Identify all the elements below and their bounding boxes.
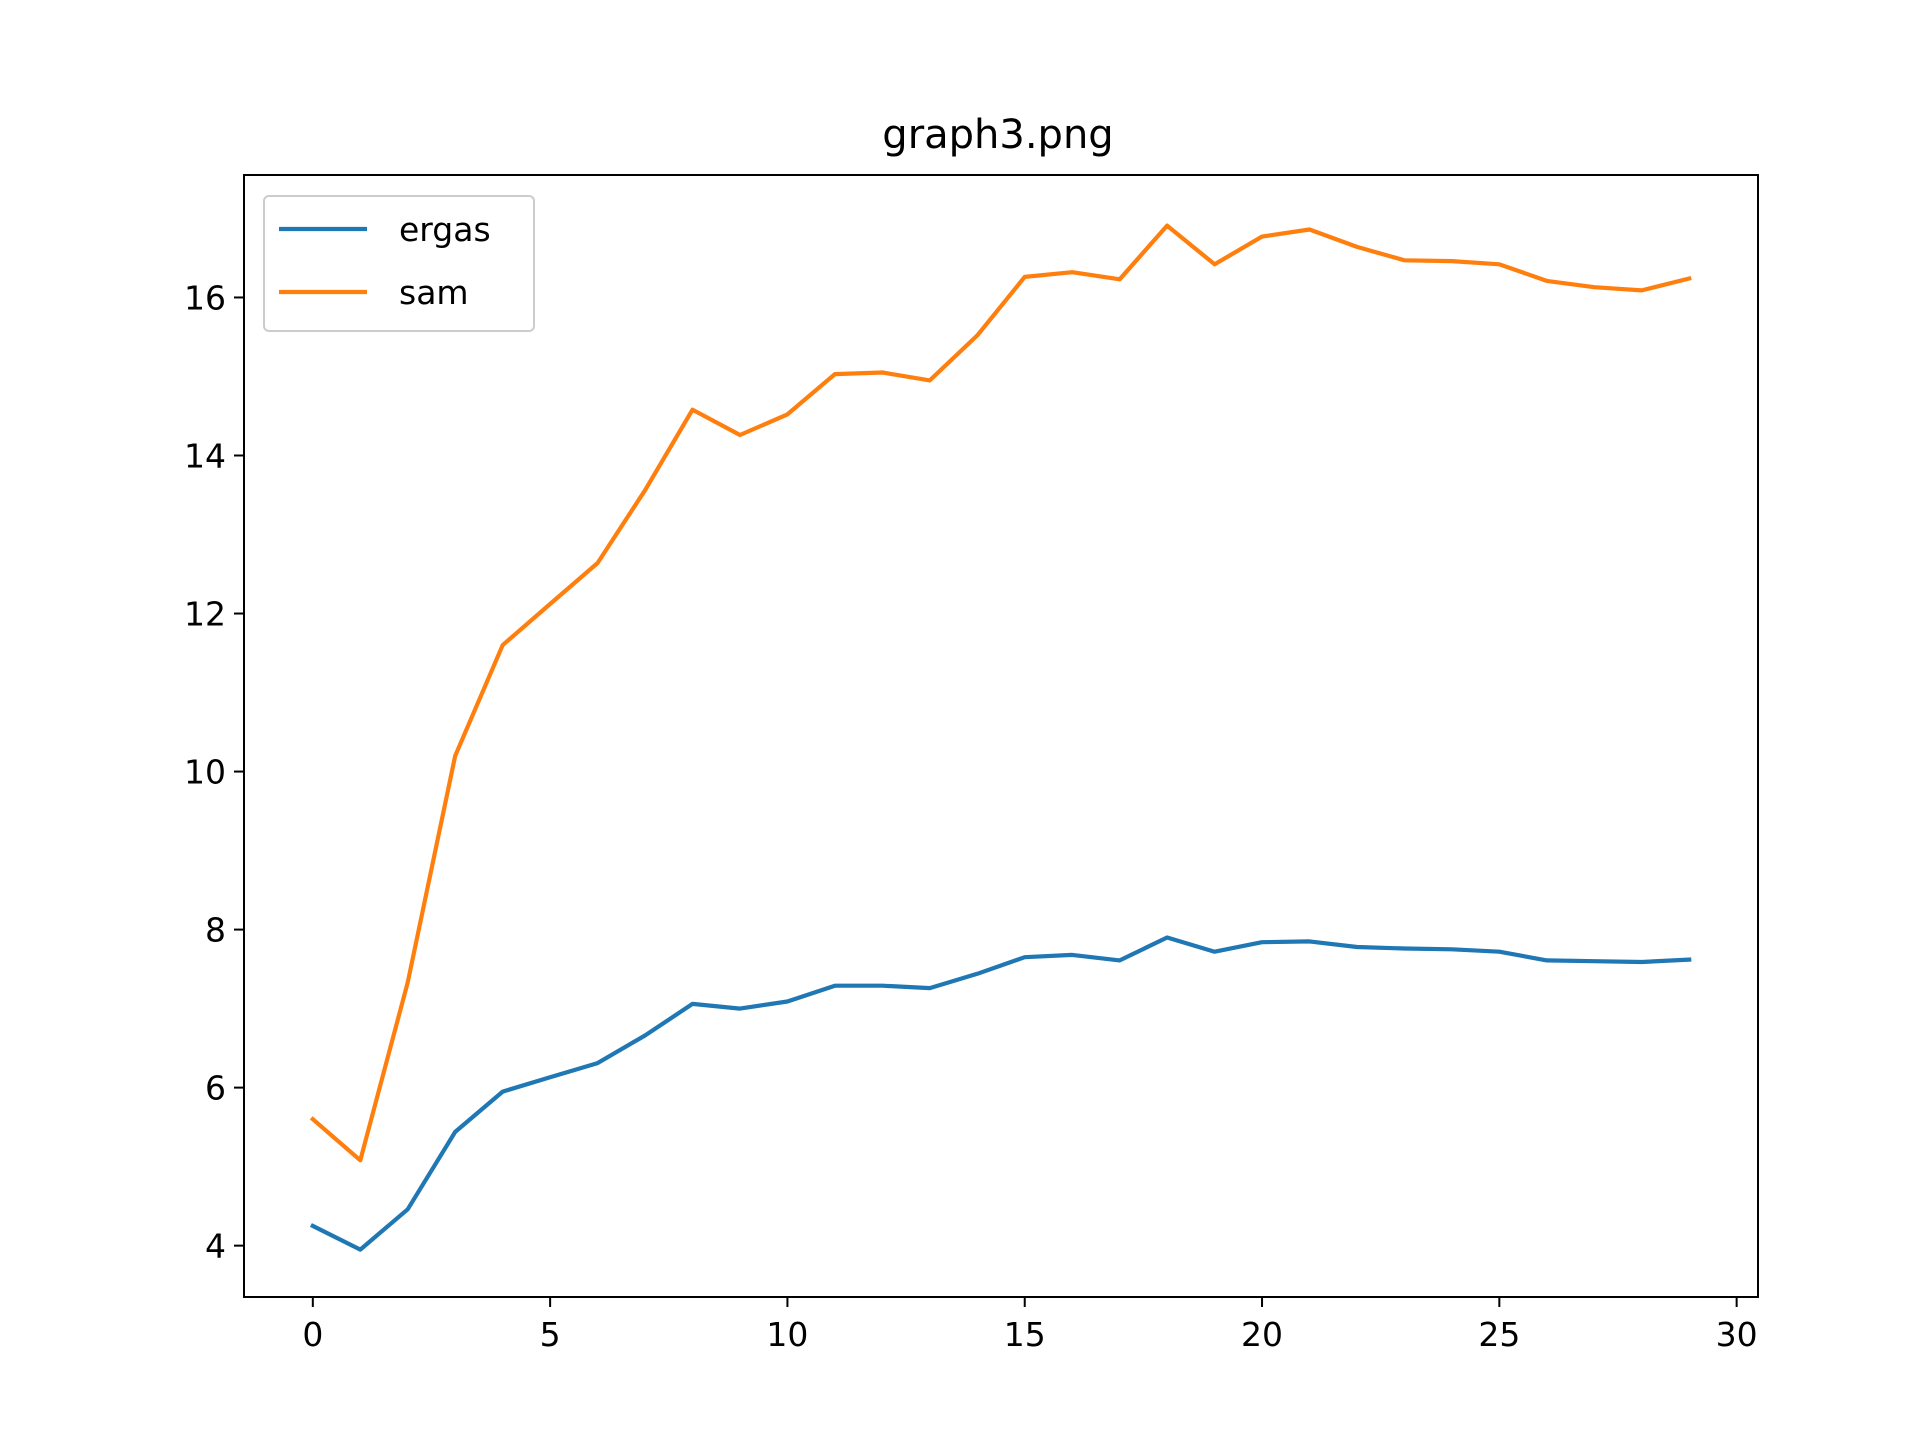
legend-label-sam: sam — [399, 273, 469, 312]
y-tick-label: 12 — [184, 595, 226, 634]
series-line-ergas — [309, 935, 1692, 1252]
x-tick-label: 0 — [302, 1315, 323, 1354]
x-tick-label: 10 — [766, 1315, 808, 1354]
y-tick-label: 10 — [184, 753, 226, 792]
x-tick-label: 20 — [1241, 1315, 1283, 1354]
y-tick-label: 4 — [205, 1227, 226, 1266]
axes-frame — [243, 174, 1759, 1298]
x-tick-label: 25 — [1478, 1315, 1520, 1354]
y-tick-label: 8 — [205, 911, 226, 950]
x-tick-label: 5 — [540, 1315, 561, 1354]
x-tick-label: 30 — [1716, 1315, 1758, 1354]
plot-area — [309, 223, 1692, 1252]
series-line-sam — [309, 223, 1692, 1163]
x-tick-label: 15 — [1004, 1315, 1046, 1354]
y-tick-label: 14 — [184, 437, 226, 476]
legend-label-ergas: ergas — [399, 210, 491, 249]
legend: ergas sam — [263, 195, 535, 332]
axes: 0 5 10 15 20 25 30 4 6 8 10 12 14 16 — [184, 174, 1759, 1354]
chart-title: graph3.png — [882, 112, 1113, 158]
y-tick-label: 16 — [184, 278, 226, 317]
y-tick-label: 6 — [205, 1069, 226, 1108]
